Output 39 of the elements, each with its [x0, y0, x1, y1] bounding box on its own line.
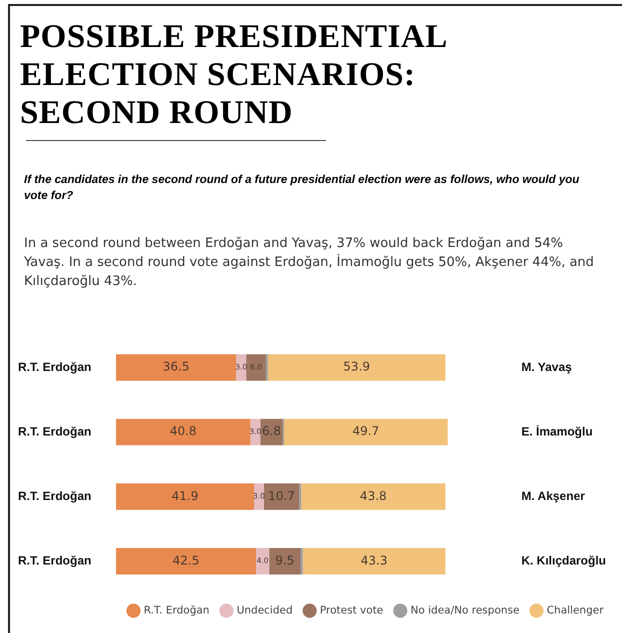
y-tick-label: M. Yavaş — [521, 360, 572, 374]
bar — [302, 548, 446, 574]
data-label: 10.7 — [268, 488, 295, 503]
y-tick-label: E. İmamoğlu — [521, 424, 593, 438]
data-label: 49.7 — [352, 424, 380, 438]
data-label: 9.5 — [275, 553, 294, 568]
bar — [300, 548, 303, 574]
data-label: 53.9 — [343, 360, 370, 374]
bar — [116, 548, 256, 574]
data-label: 40.8 — [170, 424, 197, 438]
bar — [116, 418, 250, 446]
chart-title: POSSIBLE PRESIDENTIAL ELECTION SCENARIOS: SECOND ROUND — [20, 18, 447, 132]
text: R.T. Erdoğan — [18, 360, 92, 374]
text: In a second round between Erdoğan and Yavaş, 37% would back Erdoğan and 54% Yavaş. In a second round vote against Erdoğan, İmamoğlu gets 50%, Akşener 44%, and Kılıçdaroğlu 43%. — [24, 235, 595, 291]
legend-label: R.T. Erdoğan — [144, 604, 210, 616]
bar — [284, 418, 448, 446]
text: R.T. Erdoğan — [18, 424, 92, 438]
bar — [268, 354, 446, 381]
text: R.T. Erdoğan — [18, 554, 92, 568]
data-label: 43.3 — [360, 553, 388, 568]
bar — [269, 548, 300, 574]
legend-label: Challenger — [546, 604, 604, 616]
data-label: 41.9 — [172, 488, 198, 503]
y-tick-label: K. Kılıçdaroğlu — [521, 554, 606, 568]
y-tick-label: M. Akşener — [521, 488, 586, 503]
bar — [264, 483, 300, 510]
bar — [116, 483, 254, 510]
text: R.T. Erdoğan — [18, 488, 92, 503]
bar — [301, 483, 446, 510]
chart-subtitle: If the candidates in the second round of a future presidential election were as follows, who would you vote for? — [24, 173, 580, 204]
legend-label: Undecided — [236, 604, 293, 616]
data-label: 6.8 — [262, 424, 282, 438]
data-label: 43.8 — [360, 488, 387, 503]
data-label: 42.5 — [172, 553, 200, 568]
data-label: 36.5 — [162, 360, 190, 374]
bar — [246, 354, 266, 381]
legend-label: Protest vote — [320, 604, 384, 616]
legend-label: No idea/No response — [410, 604, 520, 616]
bar — [116, 354, 236, 381]
